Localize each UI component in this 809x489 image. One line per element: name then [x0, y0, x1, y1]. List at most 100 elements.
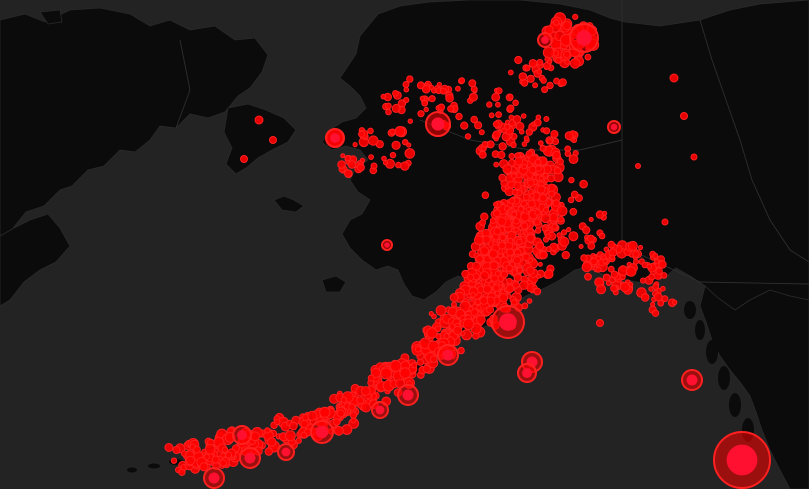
earthquake-marker[interactable]	[486, 305, 495, 314]
earthquake-marker[interactable]	[536, 58, 544, 66]
earthquake-marker[interactable]	[556, 158, 564, 166]
earthquake-marker[interactable]	[475, 314, 486, 325]
earthquake-marker[interactable]	[489, 261, 499, 271]
earthquake-marker[interactable]	[690, 153, 698, 161]
earthquake-marker[interactable]	[553, 19, 560, 26]
earthquake-marker[interactable]	[356, 396, 365, 405]
earthquake-marker[interactable]	[569, 58, 581, 69]
earthquake-marker[interactable]	[602, 210, 608, 216]
earthquake-marker[interactable]	[295, 437, 302, 444]
earthquake-marker[interactable]	[421, 84, 431, 94]
earthquake-marker[interactable]	[482, 284, 492, 294]
earthquake-marker[interactable]	[651, 309, 660, 317]
earthquake-marker[interactable]	[495, 101, 501, 108]
earthquake-marker[interactable]	[507, 104, 515, 112]
earthquake-marker[interactable]	[556, 232, 563, 239]
earthquake-marker[interactable]	[548, 190, 556, 198]
earthquake-marker[interactable]	[572, 13, 579, 20]
earthquake-marker[interactable]	[489, 217, 497, 224]
earthquake-marker[interactable]	[199, 462, 209, 472]
earthquake-marker[interactable]	[567, 196, 575, 204]
earthquake-marker[interactable]	[225, 451, 233, 459]
earthquake-marker[interactable]	[344, 169, 353, 178]
earthquake-marker[interactable]	[516, 238, 523, 246]
earthquake-marker[interactable]	[566, 227, 572, 233]
earthquake-marker[interactable]	[204, 443, 216, 455]
earthquake-marker[interactable]	[526, 74, 535, 83]
earthquake-marker[interactable]	[680, 112, 688, 120]
earthquake-marker[interactable]	[511, 173, 517, 180]
earthquake-marker[interactable]	[537, 140, 544, 147]
earthquake-marker[interactable]	[547, 59, 553, 65]
earthquake-marker[interactable]	[506, 248, 515, 257]
earthquake-marker[interactable]	[625, 266, 637, 277]
earthquake-marker[interactable]	[453, 325, 463, 336]
earthquake-marker[interactable]	[493, 201, 499, 207]
earthquake-marker[interactable]	[539, 144, 547, 152]
earthquake-marker[interactable]	[185, 455, 196, 466]
earthquake-marker[interactable]	[416, 358, 424, 366]
earthquake-marker[interactable]	[669, 73, 679, 83]
earthquake-marker[interactable]	[481, 141, 489, 148]
earthquake-marker[interactable]	[514, 156, 524, 166]
earthquake-marker[interactable]	[254, 115, 264, 125]
earthquake-marker[interactable]	[391, 140, 401, 150]
earthquake-marker[interactable]	[507, 93, 514, 100]
earthquake-marker[interactable]	[439, 87, 447, 95]
earthquake-marker[interactable]	[553, 77, 560, 85]
earthquake-marker[interactable]	[470, 292, 476, 298]
earthquake-marker[interactable]	[508, 197, 516, 205]
earthquake-marker[interactable]	[584, 53, 592, 61]
earthquake-marker[interactable]	[536, 273, 542, 279]
earthquake-marker[interactable]	[394, 125, 406, 137]
earthquake-marker[interactable]	[564, 59, 570, 65]
earthquake-marker[interactable]	[610, 284, 618, 293]
earthquake-marker[interactable]	[590, 257, 598, 266]
earthquake-marker[interactable]	[333, 418, 341, 426]
earthquake-marker[interactable]	[219, 459, 227, 467]
earthquake-marker[interactable]	[449, 293, 459, 302]
earthquake-marker[interactable]	[461, 269, 470, 279]
earthquake-marker[interactable]	[526, 266, 535, 275]
earthquake-marker[interactable]	[540, 213, 551, 224]
earthquake-marker[interactable]	[391, 103, 401, 113]
earthquake-marker[interactable]	[534, 158, 542, 166]
earthquake-marker[interactable]	[533, 118, 542, 127]
earthquake-marker[interactable]	[568, 154, 579, 165]
earthquake-marker[interactable]	[561, 250, 570, 260]
earthquake-marker[interactable]	[482, 235, 491, 244]
earthquake-marker[interactable]	[273, 418, 281, 426]
earthquake-marker[interactable]	[470, 115, 479, 124]
earthquake-marker[interactable]	[549, 212, 559, 222]
earthquake-marker[interactable]	[479, 271, 490, 281]
earthquake-marker[interactable]	[367, 127, 374, 135]
earthquake-marker[interactable]	[554, 167, 562, 175]
earthquake-marker[interactable]	[511, 299, 518, 306]
earthquake-marker[interactable]	[660, 285, 666, 292]
earthquake-marker[interactable]	[520, 212, 530, 222]
earthquake-marker[interactable]	[478, 129, 485, 136]
earthquake-marker[interactable]	[521, 302, 529, 310]
earthquake-marker[interactable]	[479, 246, 490, 256]
earthquake-marker[interactable]	[527, 199, 536, 209]
earthquake-marker[interactable]	[652, 252, 659, 260]
earthquake-marker[interactable]	[455, 85, 461, 92]
earthquake-marker[interactable]	[653, 292, 663, 302]
earthquake-marker[interactable]	[516, 267, 523, 274]
earthquake-marker[interactable]	[551, 223, 558, 230]
earthquake-marker[interactable]	[478, 150, 487, 159]
earthquake-marker[interactable]	[559, 236, 570, 247]
earthquake-marker[interactable]	[488, 112, 495, 119]
earthquake-marker[interactable]	[419, 95, 426, 102]
earthquake-marker[interactable]	[537, 261, 543, 267]
earthquake-marker[interactable]	[520, 79, 529, 87]
earthquake-marker[interactable]	[561, 229, 568, 236]
earthquake-marker[interactable]	[493, 161, 500, 168]
earthquake-marker[interactable]	[545, 246, 552, 253]
earthquake-marker[interactable]	[586, 234, 595, 243]
earthquake-marker[interactable]	[672, 299, 678, 305]
earthquake-marker[interactable]	[492, 284, 501, 292]
earthquake-marker[interactable]	[568, 176, 575, 184]
earthquake-marker[interactable]	[550, 130, 559, 139]
